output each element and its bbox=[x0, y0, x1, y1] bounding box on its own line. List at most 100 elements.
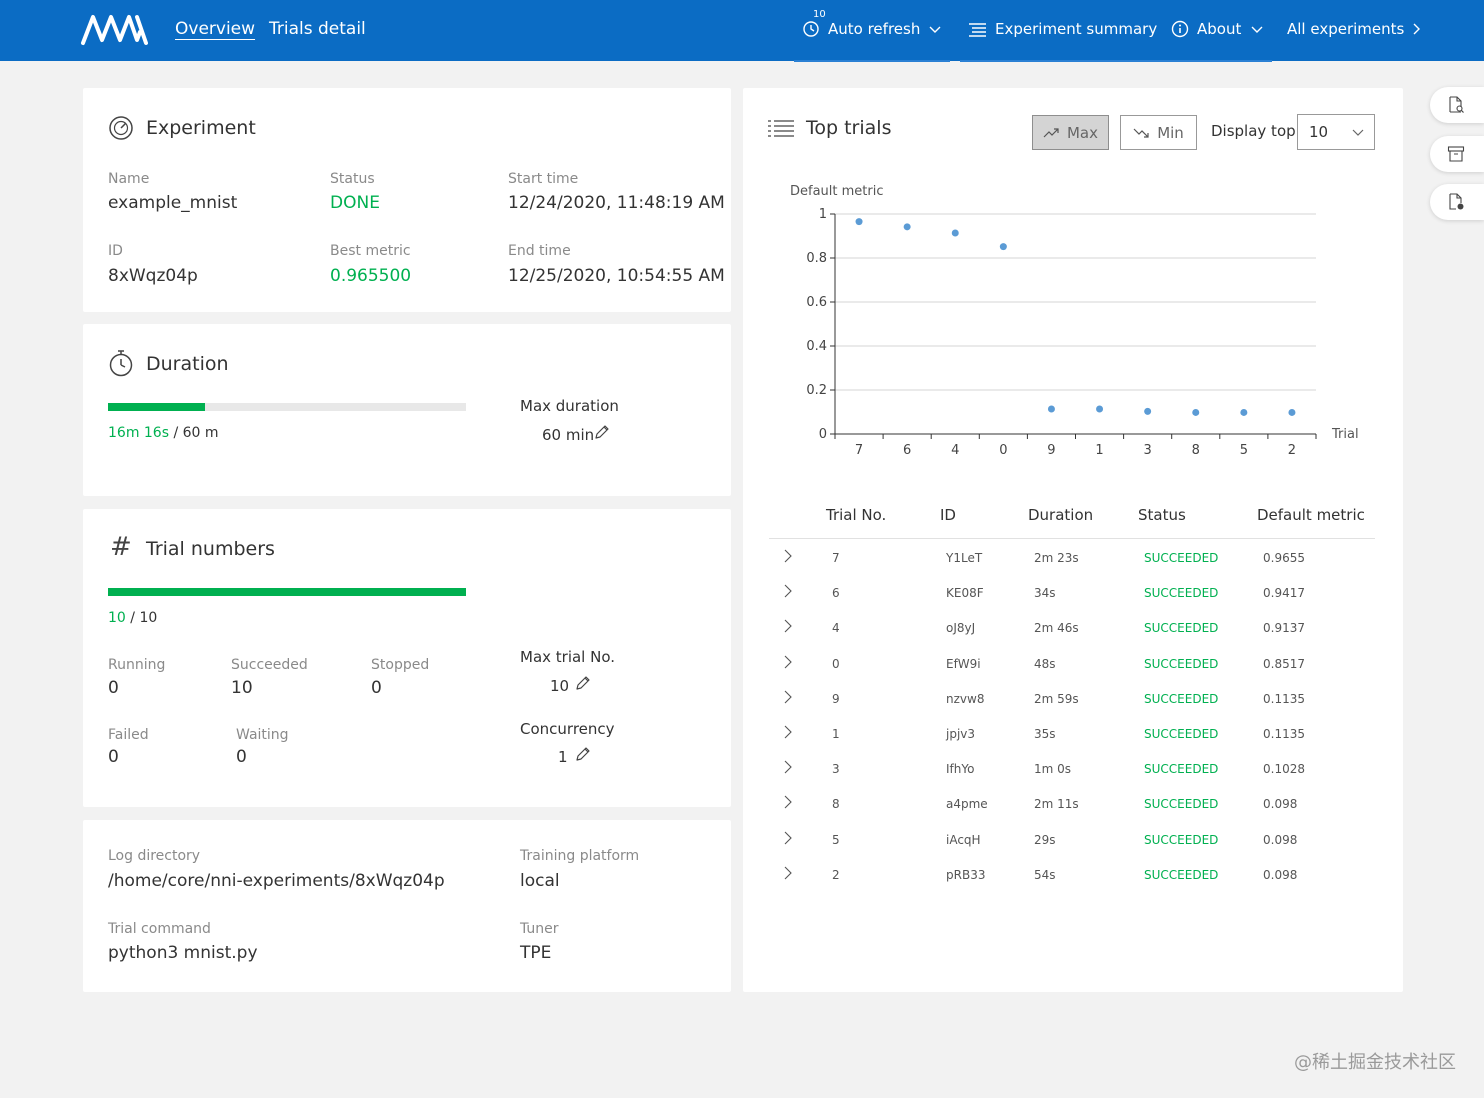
duration-progress-fill bbox=[108, 403, 206, 411]
duration-progress-bar bbox=[108, 403, 466, 411]
chart-point[interactable] bbox=[951, 229, 959, 237]
min-button[interactable]: Min bbox=[1120, 115, 1197, 150]
trial-metric-cell: 0.098 bbox=[1263, 797, 1298, 812]
chevron-right-icon bbox=[1413, 23, 1421, 35]
concurrency-value: 1 bbox=[558, 748, 568, 766]
max-duration-value: 60 min bbox=[542, 426, 595, 444]
chart-point[interactable] bbox=[903, 223, 911, 231]
best-metric-label: Best metric bbox=[330, 243, 411, 259]
chevron-right-icon[interactable] bbox=[782, 759, 794, 775]
edit-concurrency-icon[interactable] bbox=[575, 746, 591, 762]
trial-duration-cell: 2m 11s bbox=[1034, 797, 1079, 812]
log-directory-value: /home/core/nni-experiments/8xWqz04p bbox=[108, 871, 445, 891]
watermark: @稀土掘金技术社区 bbox=[1294, 1052, 1456, 1073]
trial-progress-text: 10 / 10 bbox=[108, 610, 157, 626]
experiment-title: Experiment bbox=[146, 117, 256, 139]
nni-logo[interactable] bbox=[80, 12, 148, 46]
table-row[interactable]: 8 a4pme 2m 11s SUCCEEDED 0.098 bbox=[769, 787, 1375, 822]
max-trial-value: 10 bbox=[550, 677, 570, 695]
nav-trials-detail[interactable]: Trials detail bbox=[269, 19, 366, 39]
chevron-right-icon[interactable] bbox=[782, 548, 794, 564]
table-row[interactable]: 7 Y1LeT 2m 23s SUCCEEDED 0.9655 bbox=[769, 541, 1375, 576]
top-trials-title: Top trials bbox=[806, 117, 892, 139]
succeeded-count: 10 bbox=[231, 678, 253, 698]
search-log-button[interactable] bbox=[1430, 87, 1484, 123]
chevron-down-icon bbox=[929, 26, 941, 33]
trial-id-cell: a4pme bbox=[946, 797, 988, 812]
stopwatch-icon bbox=[109, 350, 133, 377]
trial-id-cell: nzvw8 bbox=[946, 691, 985, 706]
chart-point[interactable] bbox=[855, 218, 863, 226]
trial-metric-cell: 0.1135 bbox=[1263, 727, 1305, 741]
refresh-interval: 10 bbox=[813, 9, 826, 20]
edit-max-duration-icon[interactable] bbox=[594, 424, 610, 440]
chart-point[interactable] bbox=[1240, 408, 1248, 416]
col-status[interactable]: Status bbox=[1138, 506, 1186, 524]
duration-progress-text: 16m 16s / 60 m bbox=[108, 425, 219, 441]
trial-status-cell: SUCCEEDED bbox=[1144, 621, 1219, 636]
table-row[interactable]: 1 jpjv3 35s SUCCEEDED 0.1135 bbox=[769, 717, 1375, 752]
chart-y-tick-label: 0 bbox=[819, 427, 827, 442]
trial-no-cell: 1 bbox=[832, 727, 840, 741]
chart-x-tick-label: 2 bbox=[1288, 443, 1296, 458]
table-row[interactable]: 3 IfhYo 1m 0s SUCCEEDED 0.1028 bbox=[769, 752, 1375, 787]
chart-point[interactable] bbox=[1288, 408, 1296, 416]
auto-refresh-dropdown[interactable]: 10 Auto refresh bbox=[794, 9, 951, 62]
table-row[interactable]: 9 nzvw8 2m 59s SUCCEEDED 0.1135 bbox=[769, 682, 1375, 717]
table-row[interactable]: 5 iAcqH 29s SUCCEEDED 0.098 bbox=[769, 823, 1375, 858]
document-button[interactable] bbox=[1430, 184, 1484, 220]
nav-overview[interactable]: Overview bbox=[175, 19, 256, 39]
chevron-right-icon[interactable] bbox=[782, 724, 794, 740]
clock-icon bbox=[803, 21, 819, 37]
chart-point[interactable] bbox=[1192, 408, 1200, 416]
waiting-count: 0 bbox=[236, 747, 247, 767]
min-button-label: Min bbox=[1157, 123, 1184, 142]
experiment-summary-label: Experiment summary bbox=[995, 20, 1158, 38]
archive-button[interactable] bbox=[1430, 136, 1484, 172]
table-row[interactable]: 2 pRB33 54s SUCCEEDED 0.098 bbox=[769, 858, 1375, 893]
chevron-right-icon[interactable] bbox=[782, 830, 794, 846]
chevron-right-icon[interactable] bbox=[782, 654, 794, 670]
trial-status-cell: SUCCEEDED bbox=[1144, 656, 1219, 671]
trial-status-cell: SUCCEEDED bbox=[1144, 832, 1219, 847]
trial-duration-cell: 29s bbox=[1034, 832, 1056, 847]
chart-x-tick-label: 9 bbox=[1047, 443, 1055, 458]
chart-point[interactable] bbox=[1144, 407, 1152, 415]
col-duration[interactable]: Duration bbox=[1028, 506, 1094, 524]
trial-status-cell: SUCCEEDED bbox=[1144, 797, 1219, 812]
table-row[interactable]: 6 KE08F 34s SUCCEEDED 0.9417 bbox=[769, 576, 1375, 611]
chart-x-tick-label: 4 bbox=[951, 443, 959, 458]
waiting-label: Waiting bbox=[236, 727, 289, 743]
about-dropdown[interactable]: About bbox=[1163, 20, 1273, 62]
chevron-right-icon[interactable] bbox=[782, 583, 794, 599]
chart-y-tick-label: 0.8 bbox=[806, 251, 827, 266]
chart-point[interactable] bbox=[999, 243, 1007, 251]
chart-point[interactable] bbox=[1047, 405, 1055, 413]
max-button[interactable]: Max bbox=[1032, 115, 1109, 150]
chevron-right-icon[interactable] bbox=[782, 618, 794, 634]
chevron-right-icon[interactable] bbox=[782, 794, 794, 810]
running-count: 0 bbox=[108, 678, 119, 698]
training-platform-value: local bbox=[520, 871, 560, 891]
all-experiments-link[interactable]: All experiments bbox=[1287, 20, 1421, 38]
table-row[interactable]: 0 EfW9i 48s SUCCEEDED 0.8517 bbox=[769, 647, 1375, 682]
tuner-label: Tuner bbox=[520, 921, 559, 937]
experiment-summary-button[interactable]: Experiment summary bbox=[960, 20, 1166, 62]
trial-duration-cell: 2m 23s bbox=[1034, 551, 1079, 565]
col-trial-no[interactable]: Trial No. bbox=[826, 506, 887, 524]
trial-id-cell: pRB33 bbox=[946, 867, 986, 882]
edit-max-trial-icon[interactable] bbox=[575, 675, 591, 691]
table-row[interactable]: 4 oJ8yJ 2m 46s SUCCEEDED 0.9137 bbox=[769, 611, 1375, 646]
col-id[interactable]: ID bbox=[940, 506, 956, 524]
trending-up-icon bbox=[1043, 127, 1059, 137]
chevron-right-icon[interactable] bbox=[782, 689, 794, 705]
start-time-label: Start time bbox=[508, 171, 579, 187]
chevron-right-icon[interactable] bbox=[782, 865, 794, 881]
archive-icon bbox=[1447, 146, 1465, 162]
trial-metric-cell: 0.098 bbox=[1263, 832, 1298, 847]
chart-point[interactable] bbox=[1096, 405, 1104, 413]
concurrency-label: Concurrency bbox=[520, 720, 615, 738]
col-default-metric[interactable]: Default metric bbox=[1257, 506, 1365, 524]
trial-metric-cell: 0.9417 bbox=[1263, 586, 1305, 601]
display-top-select[interactable]: 10 bbox=[1297, 114, 1375, 150]
